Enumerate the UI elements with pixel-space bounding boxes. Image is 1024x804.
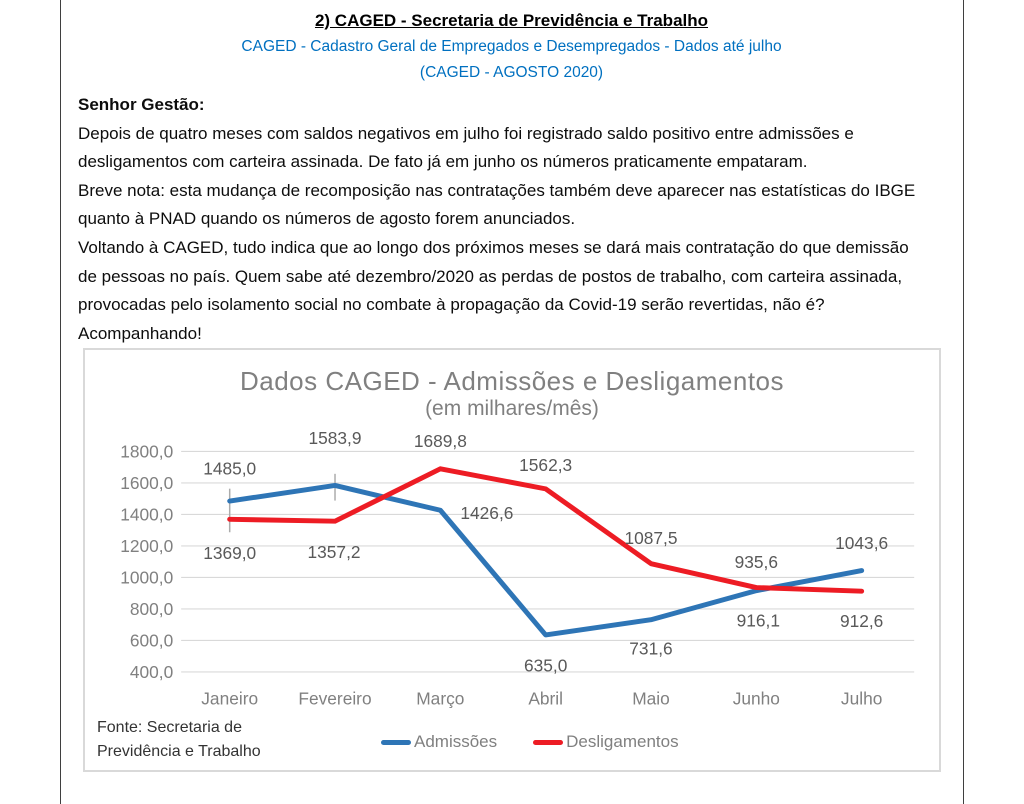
- document-subheading-1: CAGED - Cadastro Geral de Empregados e D…: [241, 38, 782, 55]
- x-axis-label: Maio: [632, 689, 670, 709]
- body-line: desligamentos com carteira assinada. De …: [78, 152, 808, 172]
- data-label: 1087,5: [624, 528, 677, 548]
- legend-swatch-desligamentos: [533, 739, 564, 745]
- data-label: 1357,2: [308, 542, 361, 562]
- x-axis-label: Junho: [733, 689, 780, 709]
- data-label: 916,1: [737, 610, 780, 630]
- x-axis-label: Fevereiro: [298, 689, 371, 709]
- legend-label-admissoes: Admissões: [414, 732, 498, 751]
- body-line: Voltando à CAGED, tudo indica que ao lon…: [78, 237, 909, 257]
- data-label: 1369,0: [203, 543, 256, 563]
- chart-source-line1: Fonte: Secretaria de: [97, 719, 242, 736]
- body-line: Depois de quatro meses com saldos negati…: [78, 123, 854, 143]
- y-axis-label: 600,0: [130, 630, 173, 650]
- chart-legend: Admissões Desligamentos: [381, 730, 679, 754]
- y-axis-label: 1000,0: [120, 567, 173, 587]
- chart-subtitle: (em milhares/mês): [425, 397, 599, 420]
- page-border-left: [60, 0, 61, 804]
- document-heading: 2) CAGED - Secretaria de Previdência e T…: [314, 11, 709, 30]
- data-label: 1583,9: [309, 428, 362, 448]
- body-text: Senhor Gestão: Depois de quatro meses co…: [78, 91, 968, 348]
- greeting-line: Senhor Gestão:: [78, 95, 205, 114]
- y-axis-label: 1600,0: [120, 473, 173, 493]
- y-axis-label: 1800,0: [120, 441, 173, 461]
- y-axis-label: 800,0: [130, 599, 173, 619]
- x-axis-label: Abril: [528, 689, 563, 709]
- body-line: Acompanhando!: [78, 323, 202, 343]
- x-axis-label: Março: [416, 689, 464, 709]
- data-label: 1485,0: [203, 458, 256, 478]
- y-axis-label: 400,0: [130, 662, 173, 682]
- data-label: 912,6: [840, 611, 883, 631]
- document-subheading-2: (CAGED - AGOSTO 2020): [419, 64, 604, 81]
- chart-title: Dados CAGED - Admissões e Desligamentos: [239, 366, 785, 396]
- data-label: 935,6: [735, 552, 778, 572]
- data-label: 731,6: [629, 638, 672, 658]
- chart-plot: 1800,0 1600,0 1400,0 1200,0 1000,0 800,0 600,0…: [120, 428, 915, 709]
- y-axis-label: 1200,0: [120, 536, 173, 556]
- x-axis-label: Julho: [841, 689, 882, 709]
- body-line: quanto à PNAD quando os números de agost…: [78, 209, 576, 229]
- series-line-desligamentos: [227, 466, 865, 594]
- x-axis-label: Janeiro: [201, 689, 258, 709]
- data-label: 1043,6: [835, 533, 888, 553]
- body-line: Breve nota: esta mudança de recomposição…: [78, 180, 916, 200]
- legend-label-desligamentos: Desligamentos: [566, 732, 679, 751]
- chart-source: Fonte: Secretaria de Previdência e Traba…: [97, 716, 261, 764]
- y-axis-label: 1400,0: [120, 504, 173, 524]
- data-label: 1562,3: [519, 455, 572, 475]
- data-label: 635,0: [524, 656, 567, 676]
- data-label: 1689,8: [414, 431, 467, 451]
- data-label: 1426,6: [460, 503, 513, 523]
- body-line: provocadas pelo isolamento social no com…: [78, 295, 825, 315]
- series-line-admissões: [227, 482, 865, 638]
- body-line: de pessoas no país. Quem sabe até dezemb…: [78, 266, 903, 286]
- chart-source-line2: Previdência e Trabalho: [97, 743, 261, 760]
- page-border-right: [963, 0, 964, 804]
- chart-container: Dados CAGED - Admissões e Desligamentos …: [83, 348, 941, 772]
- legend-swatch-admissoes: [381, 739, 411, 745]
